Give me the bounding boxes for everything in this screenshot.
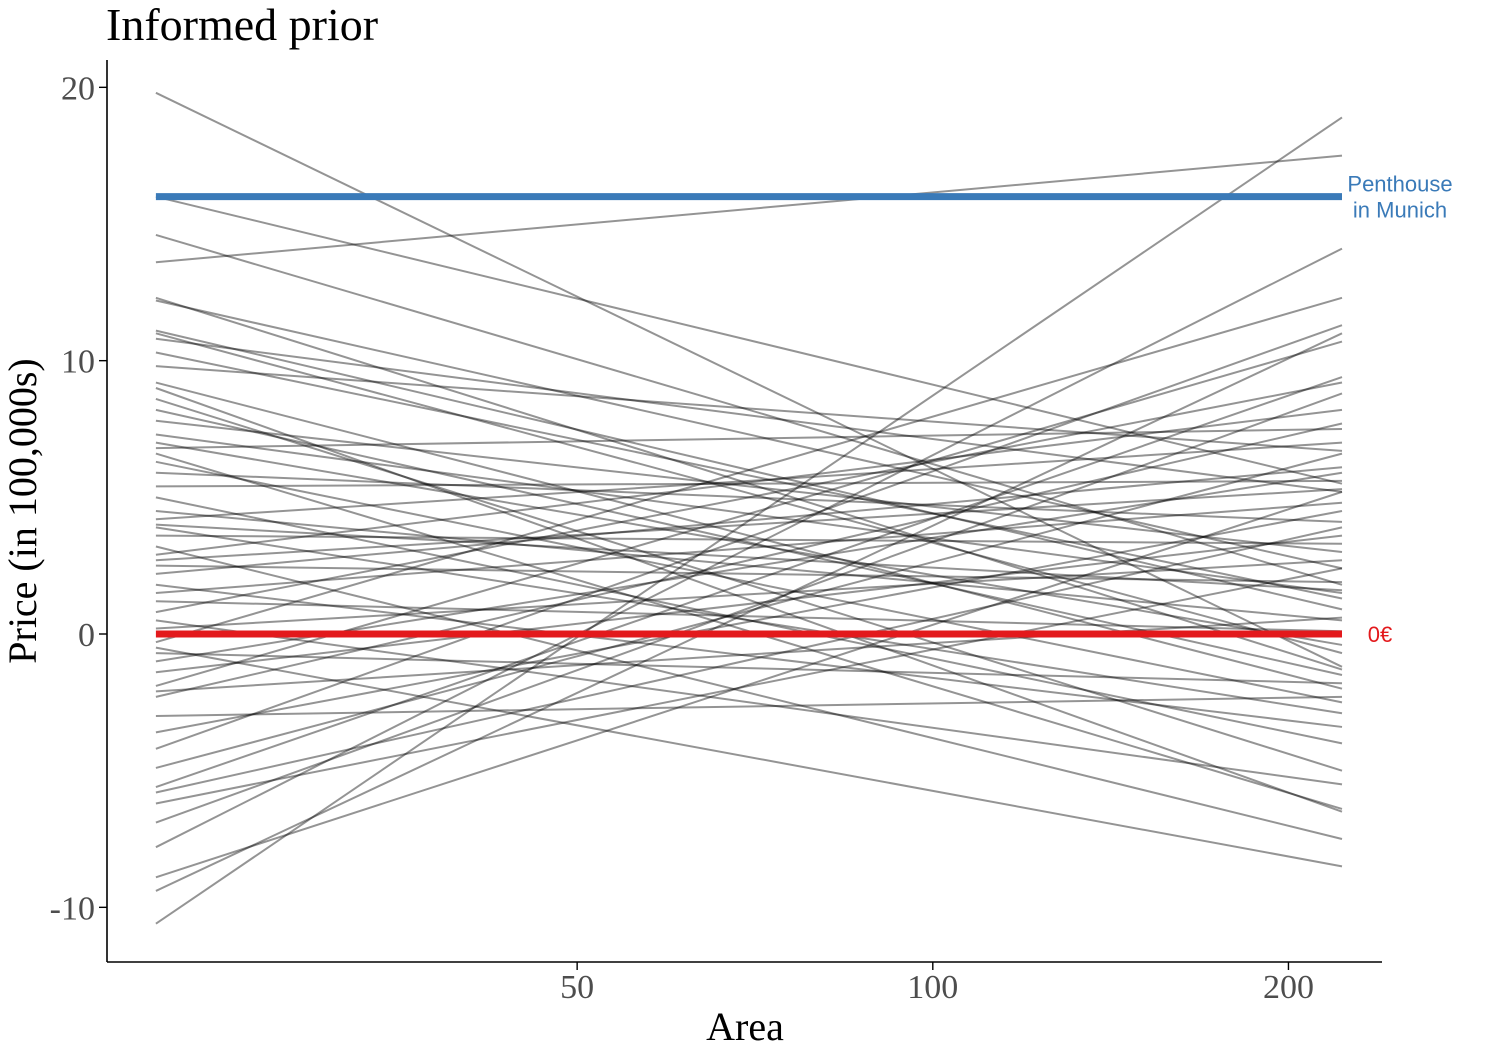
prior-line-15: [155, 419, 1343, 553]
prior-line-12: [155, 387, 1343, 813]
prior-line-31: [155, 583, 1343, 728]
y-tick-label--10: -10: [50, 890, 95, 927]
prior-line-50: [155, 247, 1343, 849]
prior-line-24: [155, 441, 1343, 521]
prior-line-5: [155, 296, 1343, 671]
prior-line-37: [155, 296, 1343, 644]
prior-line-58: [155, 646, 1343, 868]
prior-line-46: [155, 452, 1343, 769]
prior-line-39: [155, 471, 1343, 663]
prior-lines-group: [155, 91, 1343, 925]
prior-line-27: [155, 545, 1343, 840]
prior-line-34: [155, 381, 1343, 614]
prior-line-55: [155, 441, 1343, 646]
prior-line-57: [155, 488, 1343, 562]
penthouse-label-line-2: in Munich: [1353, 198, 1447, 223]
prior-line-53: [155, 116, 1343, 925]
x-axis-title: Area: [706, 1004, 784, 1049]
prior-line-8: [155, 337, 1343, 493]
reference-lines-group: Penthouse in Munich 0€: [155, 172, 1453, 647]
prior-line-10: [155, 365, 1343, 452]
x-tick-label-50: 50: [560, 969, 594, 1006]
prior-line-25: [155, 526, 1343, 715]
prior-line-38: [155, 652, 1343, 685]
prior-line-43: [155, 695, 1343, 717]
x-tick-label-200: 200: [1263, 969, 1314, 1006]
chart-title: Informed prior: [106, 0, 378, 50]
y-tick-label-0: 0: [78, 617, 95, 654]
prior-line-30: [155, 466, 1343, 575]
zero-label: 0€: [1368, 622, 1392, 647]
prior-line-21: [155, 479, 1343, 488]
y-tick-label-20: 20: [61, 70, 95, 107]
prior-line-22: [155, 496, 1343, 745]
x-tick-label-100: 100: [907, 969, 958, 1006]
prior-line-51: [155, 490, 1343, 879]
prior-line-54: [155, 329, 1343, 611]
prior-line-36: [155, 559, 1343, 630]
prior-line-49: [155, 392, 1343, 824]
prior-line-60: [155, 526, 1343, 794]
prior-line-44: [155, 510, 1343, 734]
axes-group: [106, 60, 1382, 963]
prior-line-16: [155, 433, 1343, 594]
prior-line-7: [155, 332, 1343, 655]
penthouse-label-line-1: Penthouse: [1347, 172, 1452, 197]
prior-line-9: [155, 351, 1343, 600]
prior-line-2: [155, 195, 1343, 485]
prior-line-6: [155, 299, 1343, 570]
prior-line-26: [155, 534, 1343, 545]
prior-line-17: [155, 428, 1343, 450]
y-tick-label-10: 10: [61, 344, 95, 381]
prior-line-23: [155, 510, 1343, 622]
prior-line-28: [155, 408, 1343, 556]
y-axis-title: Price (in 100,000s): [0, 358, 45, 664]
prior-line-33: [155, 600, 1343, 633]
prior-line-29: [155, 564, 1343, 584]
prior-line-56: [155, 523, 1343, 592]
prior-line-41: [155, 340, 1343, 687]
prior-line-45: [155, 324, 1343, 750]
zero-label-line-1: 0€: [1368, 622, 1392, 647]
prior-line-4: [155, 154, 1343, 264]
prior-line-42: [155, 422, 1343, 698]
prior-line-11: [155, 381, 1343, 690]
prior-line-59: [155, 616, 1343, 693]
ticks-group: 50 100 200 -10 0 10 20: [50, 70, 1314, 1006]
prior-line-35: [155, 619, 1343, 786]
prior-line-32: [155, 501, 1343, 594]
prior-line-13: [155, 397, 1343, 772]
prior-line-3: [155, 233, 1343, 586]
prior-line-1: [155, 91, 1343, 668]
penthouse-label: Penthouse in Munich: [1347, 172, 1452, 223]
prior-line-19: [155, 460, 1343, 704]
prior-line-52: [155, 332, 1343, 892]
prior-line-47: [155, 376, 1343, 789]
prior-line-48: [155, 567, 1343, 805]
prior-line-40: [155, 534, 1343, 674]
prior-line-20: [155, 471, 1343, 523]
